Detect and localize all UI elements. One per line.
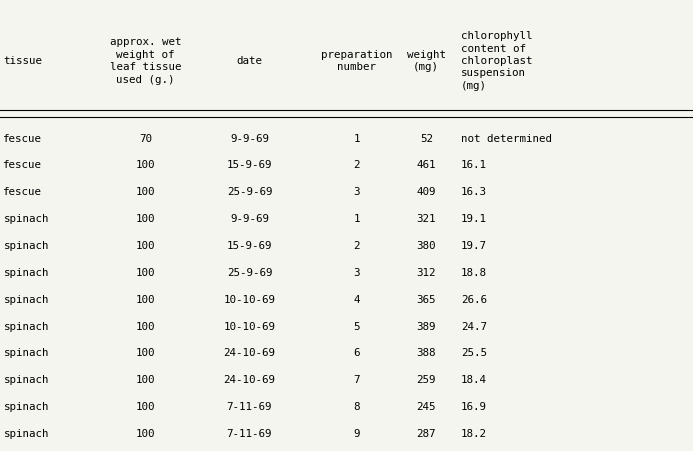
Text: 245: 245 bbox=[416, 401, 436, 411]
Text: spinach: spinach bbox=[3, 240, 49, 250]
Text: 9-9-69: 9-9-69 bbox=[230, 214, 269, 224]
Text: spinach: spinach bbox=[3, 348, 49, 358]
Text: 18.2: 18.2 bbox=[461, 428, 487, 438]
Text: fescue: fescue bbox=[3, 160, 42, 170]
Text: not determined: not determined bbox=[461, 133, 552, 143]
Text: 18.4: 18.4 bbox=[461, 374, 487, 385]
Text: 24.7: 24.7 bbox=[461, 321, 487, 331]
Text: date: date bbox=[236, 56, 263, 66]
Text: 18.8: 18.8 bbox=[461, 267, 487, 277]
Text: 100: 100 bbox=[136, 374, 155, 385]
Text: 10-10-69: 10-10-69 bbox=[223, 321, 276, 331]
Text: 5: 5 bbox=[353, 321, 360, 331]
Text: 461: 461 bbox=[416, 160, 436, 170]
Text: weight
(mg): weight (mg) bbox=[407, 50, 446, 72]
Text: 16.1: 16.1 bbox=[461, 160, 487, 170]
Text: 1: 1 bbox=[353, 133, 360, 143]
Text: 100: 100 bbox=[136, 321, 155, 331]
Text: 312: 312 bbox=[416, 267, 436, 277]
Text: approx. wet
weight of
leaf tissue
used (g.): approx. wet weight of leaf tissue used (… bbox=[109, 37, 182, 84]
Text: 7: 7 bbox=[353, 374, 360, 385]
Text: 100: 100 bbox=[136, 160, 155, 170]
Text: 380: 380 bbox=[416, 240, 436, 250]
Text: 3: 3 bbox=[353, 267, 360, 277]
Text: spinach: spinach bbox=[3, 401, 49, 411]
Text: 259: 259 bbox=[416, 374, 436, 385]
Text: 388: 388 bbox=[416, 348, 436, 358]
Text: 2: 2 bbox=[353, 240, 360, 250]
Text: 25-9-69: 25-9-69 bbox=[227, 187, 272, 197]
Text: spinach: spinach bbox=[3, 374, 49, 385]
Text: 9: 9 bbox=[353, 428, 360, 438]
Text: 8: 8 bbox=[353, 401, 360, 411]
Text: 389: 389 bbox=[416, 321, 436, 331]
Text: 321: 321 bbox=[416, 214, 436, 224]
Text: 100: 100 bbox=[136, 187, 155, 197]
Text: 1: 1 bbox=[353, 214, 360, 224]
Text: fescue: fescue bbox=[3, 133, 42, 143]
Text: spinach: spinach bbox=[3, 321, 49, 331]
Text: fescue: fescue bbox=[3, 187, 42, 197]
Text: 2: 2 bbox=[353, 160, 360, 170]
Text: 15-9-69: 15-9-69 bbox=[227, 240, 272, 250]
Text: spinach: spinach bbox=[3, 294, 49, 304]
Text: 7-11-69: 7-11-69 bbox=[227, 428, 272, 438]
Text: chlorophyll
content of
chloroplast
suspension
(mg): chlorophyll content of chloroplast suspe… bbox=[461, 31, 532, 91]
Text: 19.1: 19.1 bbox=[461, 214, 487, 224]
Text: 24-10-69: 24-10-69 bbox=[223, 348, 276, 358]
Text: 287: 287 bbox=[416, 428, 436, 438]
Text: tissue: tissue bbox=[3, 56, 42, 66]
Text: 409: 409 bbox=[416, 187, 436, 197]
Text: 3: 3 bbox=[353, 187, 360, 197]
Text: 100: 100 bbox=[136, 401, 155, 411]
Text: 24-10-69: 24-10-69 bbox=[223, 374, 276, 385]
Text: preparation
number: preparation number bbox=[321, 50, 393, 72]
Text: 100: 100 bbox=[136, 240, 155, 250]
Text: spinach: spinach bbox=[3, 428, 49, 438]
Text: spinach: spinach bbox=[3, 267, 49, 277]
Text: 16.9: 16.9 bbox=[461, 401, 487, 411]
Text: 70: 70 bbox=[139, 133, 152, 143]
Text: 15-9-69: 15-9-69 bbox=[227, 160, 272, 170]
Text: 100: 100 bbox=[136, 214, 155, 224]
Text: 100: 100 bbox=[136, 267, 155, 277]
Text: 4: 4 bbox=[353, 294, 360, 304]
Text: 25-9-69: 25-9-69 bbox=[227, 267, 272, 277]
Text: 52: 52 bbox=[420, 133, 432, 143]
Text: 7-11-69: 7-11-69 bbox=[227, 401, 272, 411]
Text: 365: 365 bbox=[416, 294, 436, 304]
Text: 16.3: 16.3 bbox=[461, 187, 487, 197]
Text: 100: 100 bbox=[136, 294, 155, 304]
Text: 9-9-69: 9-9-69 bbox=[230, 133, 269, 143]
Text: 19.7: 19.7 bbox=[461, 240, 487, 250]
Text: 26.6: 26.6 bbox=[461, 294, 487, 304]
Text: 100: 100 bbox=[136, 348, 155, 358]
Text: 25.5: 25.5 bbox=[461, 348, 487, 358]
Text: 6: 6 bbox=[353, 348, 360, 358]
Text: 10-10-69: 10-10-69 bbox=[223, 294, 276, 304]
Text: spinach: spinach bbox=[3, 214, 49, 224]
Text: 100: 100 bbox=[136, 428, 155, 438]
